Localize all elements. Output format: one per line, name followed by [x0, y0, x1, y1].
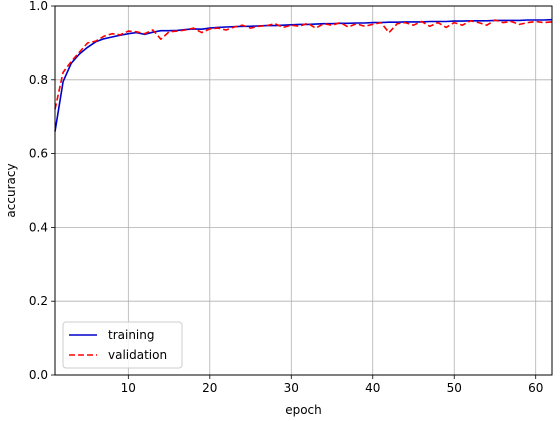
legend-label-training: training — [108, 328, 155, 342]
y-axis-ticks: 0.0 0.2 0.4 0.6 0.8 1.0 — [29, 0, 55, 382]
x-tick-label: 50 — [447, 381, 462, 395]
y-tick-label: 0.8 — [29, 73, 48, 87]
x-axis-ticks: 10 20 30 40 50 60 — [121, 375, 543, 395]
x-tick-label: 60 — [528, 381, 543, 395]
x-tick-label: 40 — [365, 381, 380, 395]
legend-box — [62, 321, 183, 369]
y-tick-label: 0.6 — [29, 147, 48, 161]
y-tick-label: 1.0 — [29, 0, 48, 13]
x-tick-label: 10 — [121, 381, 136, 395]
series-lines — [54, 18, 553, 132]
x-tick-label: 20 — [202, 381, 217, 395]
series-line-validation — [54, 19, 553, 110]
series-line-training — [54, 18, 553, 132]
grid — [55, 5, 552, 376]
y-tick-label: 0.4 — [29, 220, 48, 234]
y-axis-label: accuracy — [4, 163, 18, 217]
x-axis-label: epoch — [285, 403, 322, 417]
y-tick-label: 0.0 — [29, 368, 48, 382]
legend-label-validation: validation — [108, 348, 167, 362]
x-tick-label: 30 — [284, 381, 299, 395]
y-tick-label: 0.2 — [29, 294, 48, 308]
legend: training validation — [62, 321, 183, 369]
plot-frame — [54, 5, 553, 376]
